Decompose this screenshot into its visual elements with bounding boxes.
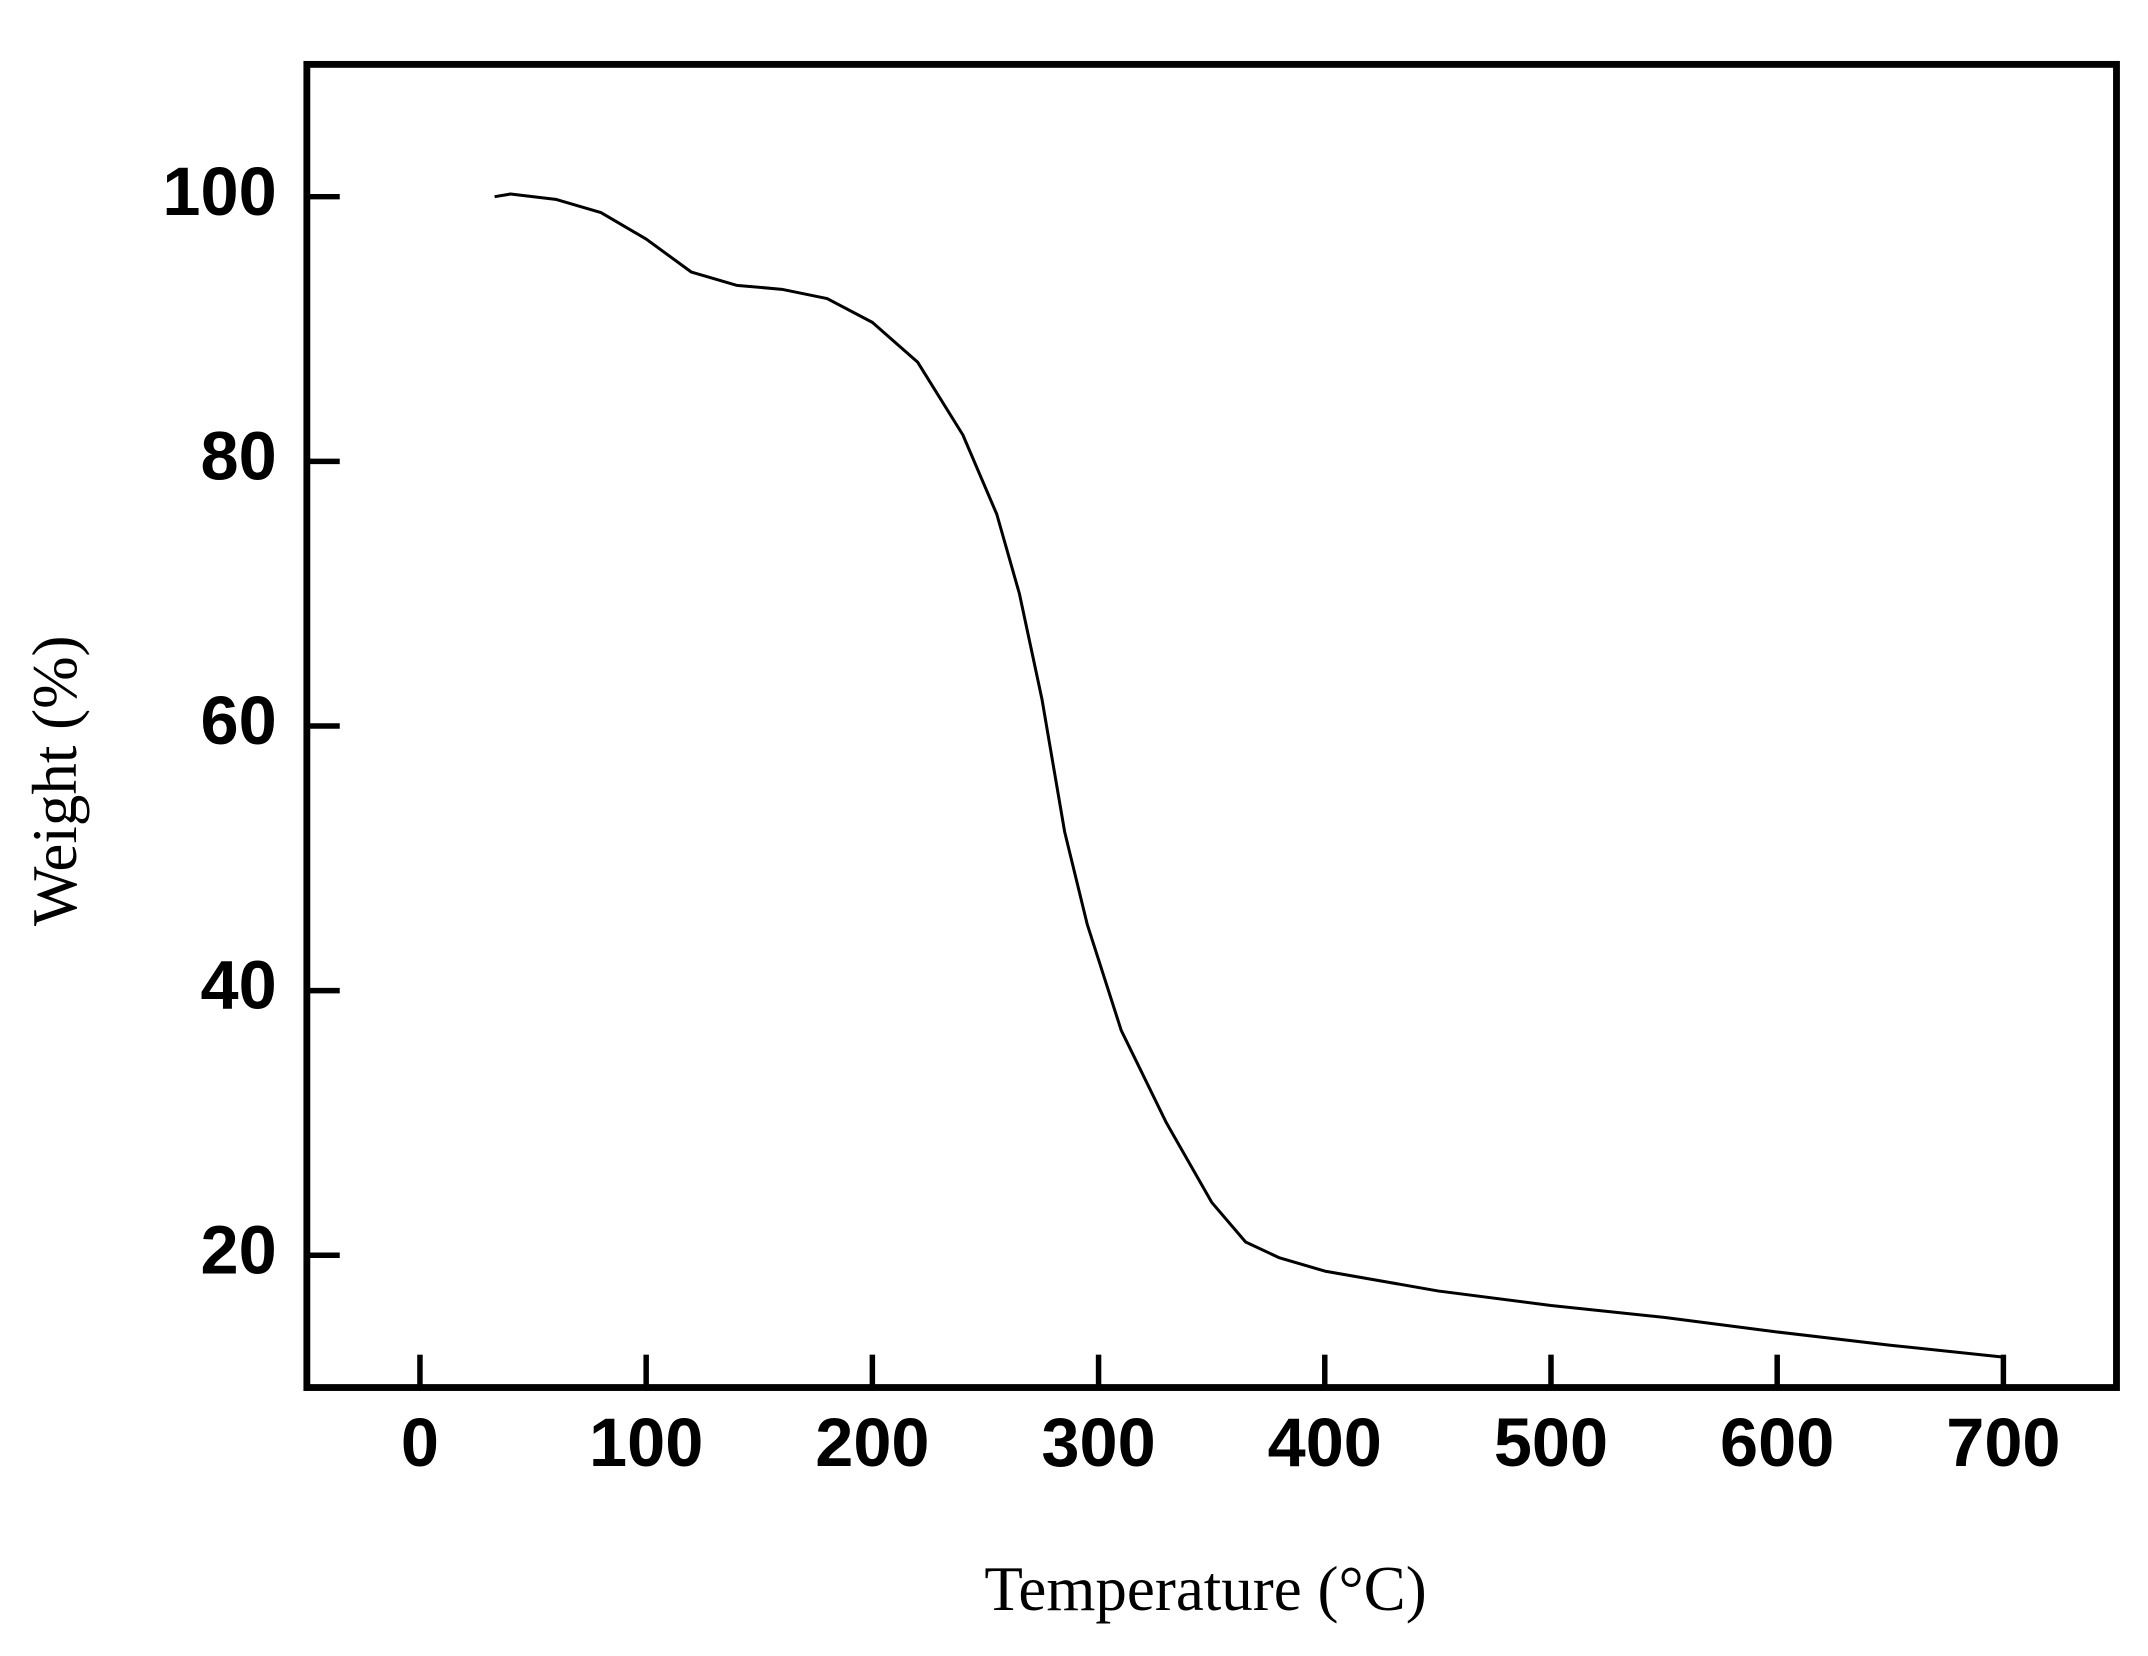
y-tick-label: 80 [201, 417, 277, 494]
x-tick-label: 600 [1720, 1404, 1834, 1481]
y-axis-title: Weight (%) [20, 635, 90, 926]
y-tick-label: 20 [201, 1211, 277, 1288]
x-tick-label: 0 [401, 1404, 439, 1481]
x-tick-label: 700 [1946, 1404, 2060, 1481]
x-tick-label: 400 [1268, 1404, 1382, 1481]
y-tick-label: 100 [162, 153, 276, 230]
plot-frame [303, 60, 2120, 1391]
x-tick-label: 100 [589, 1404, 703, 1481]
x-tick-label: 200 [815, 1404, 929, 1481]
y-tick-label: 40 [201, 947, 277, 1024]
x-axis-title: Temperature (°C) [984, 1554, 1426, 1624]
data-line [494, 192, 2004, 1359]
x-tick-label: 500 [1494, 1404, 1608, 1481]
y-tick-label: 60 [201, 682, 277, 759]
x-tick-label: 300 [1041, 1404, 1155, 1481]
